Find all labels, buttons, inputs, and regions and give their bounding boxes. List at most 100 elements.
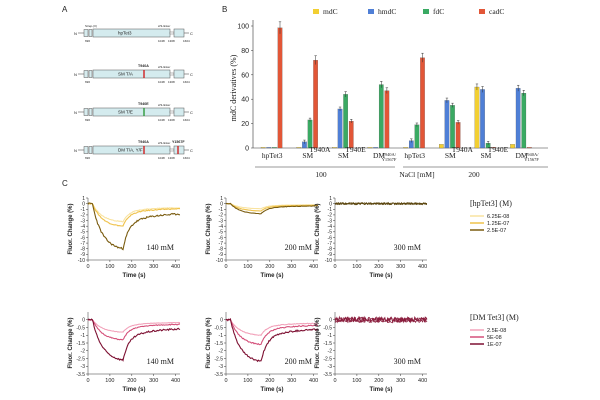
residue-number-label: 696 bbox=[85, 156, 90, 160]
y-axis-title: Fluor. Change (%) bbox=[315, 317, 321, 368]
category-label: Y1567F bbox=[382, 157, 397, 162]
legend-label-2.5E-08: 2.5E-08 bbox=[487, 328, 506, 334]
x-tick-label: 400 bbox=[418, 378, 427, 384]
x-tick-label: 300 bbox=[396, 264, 405, 270]
x-tick-label: 200 bbox=[127, 378, 136, 384]
salt-concentration-label: 140 mM bbox=[147, 357, 174, 366]
domain-label: 2/3-linker bbox=[158, 65, 170, 69]
y-tick-label: -2 bbox=[219, 349, 224, 355]
category-label: hpTet3 bbox=[404, 151, 425, 160]
y-tick-label: -8 bbox=[81, 247, 86, 253]
x-tick-label: 0 bbox=[333, 378, 336, 384]
residue-number-label: 1308 bbox=[168, 118, 175, 122]
bar-cadC bbox=[384, 90, 390, 149]
y-tick-label: -0.5 bbox=[323, 325, 332, 331]
y-tick-label: -3 bbox=[81, 218, 86, 224]
y-tick-label: -1 bbox=[81, 333, 86, 339]
y-tick-label: -3 bbox=[219, 218, 224, 224]
legend-label-1.25E-07: 1.25E-07 bbox=[487, 221, 509, 227]
construct-name-label: DM T/A, Y/F bbox=[118, 148, 143, 153]
residue-number-label: 1604 bbox=[183, 156, 190, 160]
y-tick-label: -10 bbox=[216, 258, 223, 264]
residue-number-label: 1308 bbox=[168, 39, 175, 43]
y-tick-label: -9 bbox=[81, 252, 86, 258]
y-tick-label: 0 bbox=[245, 146, 249, 153]
x-tick-label: 100 bbox=[243, 378, 252, 384]
legend-label-2.5E-07: 2.5E-07 bbox=[487, 228, 506, 234]
c-terminus-label: C bbox=[190, 110, 193, 115]
y-tick-label: -7 bbox=[328, 241, 333, 247]
bar-fdC bbox=[307, 119, 313, 149]
mutation-label: Y1567F bbox=[172, 140, 185, 144]
y-tick-label: 100 bbox=[237, 24, 249, 31]
panel-letter-c: C bbox=[62, 179, 68, 188]
y-tick-label: 1 bbox=[220, 196, 223, 202]
linker-segment bbox=[169, 110, 175, 114]
residue-number-label: 1048 bbox=[158, 80, 165, 84]
c-terminus-label: C bbox=[190, 31, 193, 36]
bar-mdC bbox=[510, 144, 515, 149]
y-tick-label: -8 bbox=[328, 247, 333, 253]
construct-name-label: SM T/E bbox=[118, 110, 133, 115]
residue-number-label: 1604 bbox=[183, 118, 190, 122]
trace-1E-07 bbox=[225, 318, 319, 363]
n-terminus-label: N bbox=[74, 110, 77, 115]
n-terminus-label: N bbox=[74, 148, 77, 153]
x-tick-label: 100 bbox=[352, 378, 361, 384]
x-axis-title: Time (s) bbox=[123, 273, 146, 279]
trace-2.5E-07 bbox=[87, 202, 181, 251]
bar-mdC bbox=[403, 147, 409, 149]
residue-number-label: 1048 bbox=[158, 156, 165, 160]
x-tick-label: 300 bbox=[287, 264, 296, 270]
c-terminus-label: C bbox=[190, 72, 193, 77]
y-tick-label: -2 bbox=[219, 213, 224, 219]
n-terminus-label: N bbox=[74, 31, 77, 36]
panel-letter-a: A bbox=[62, 5, 68, 14]
bar-fdC bbox=[343, 94, 348, 149]
trace-6.25E-08 bbox=[87, 202, 181, 223]
y-tick-label: -1.5 bbox=[76, 341, 85, 347]
category-label: T940A bbox=[452, 145, 474, 154]
x-tick-label: 300 bbox=[149, 378, 158, 384]
y-tick-label: -2 bbox=[81, 349, 86, 355]
x-tick-label: 400 bbox=[418, 264, 427, 270]
y-tick-label: -2 bbox=[328, 349, 333, 355]
y-tick-label: -3.5 bbox=[323, 372, 332, 378]
trace-2.5E-07 bbox=[334, 201, 428, 206]
residue-number-label: 696 bbox=[85, 39, 90, 43]
y-tick-label: -6 bbox=[328, 235, 333, 241]
category-label: DM bbox=[373, 151, 385, 160]
y-tick-label: -0.5 bbox=[214, 325, 223, 331]
y-tick-label: -4 bbox=[219, 224, 224, 230]
legend-label-cadC: cadC bbox=[489, 7, 504, 16]
category-label: DM bbox=[516, 151, 528, 160]
trace-6.25E-08 bbox=[225, 203, 318, 210]
y-tick-label: -3 bbox=[328, 218, 333, 224]
y-tick-label: -1.5 bbox=[323, 341, 332, 347]
residue-number-label: 1308 bbox=[168, 80, 175, 84]
construct-name-label: SM T/A bbox=[118, 72, 133, 77]
residue-number-label: 696 bbox=[85, 118, 90, 122]
panel-c-fluorescence-traces: 0 100 200 300 40010-1-2-3-4-5-6-7-8-9-10Time… bbox=[68, 196, 519, 393]
y-tick-label: 80 bbox=[241, 48, 249, 55]
bar-mdC bbox=[296, 147, 302, 149]
x-tick-label: 100 bbox=[105, 264, 114, 270]
salt-concentration-label: 200 mM bbox=[285, 243, 312, 252]
bar-fdC bbox=[272, 147, 277, 149]
x-tick-label: 0 bbox=[224, 378, 227, 384]
bar-cadC bbox=[527, 147, 532, 149]
y-tick-label: -2.5 bbox=[323, 356, 332, 362]
y-tick-label: -9 bbox=[219, 252, 224, 258]
y-tick-label: -0.5 bbox=[76, 325, 85, 331]
y-tick-label: -10 bbox=[325, 258, 332, 264]
legend-swatch-cadC bbox=[479, 9, 485, 14]
category-label: Y1567F bbox=[524, 157, 539, 162]
y-tick-label: -3.5 bbox=[76, 372, 85, 378]
x-axis-title: Time (s) bbox=[261, 387, 284, 393]
category-label: T940E bbox=[345, 145, 366, 154]
panel-b-bar-chart: 0 20 40 60 80 100 mdC derivatives (%) mdC hmdC fd… bbox=[229, 7, 548, 179]
legend-label-fdC: fdC bbox=[433, 7, 444, 16]
y-tick-label: -3 bbox=[219, 364, 224, 370]
bar-mdC bbox=[260, 147, 266, 149]
